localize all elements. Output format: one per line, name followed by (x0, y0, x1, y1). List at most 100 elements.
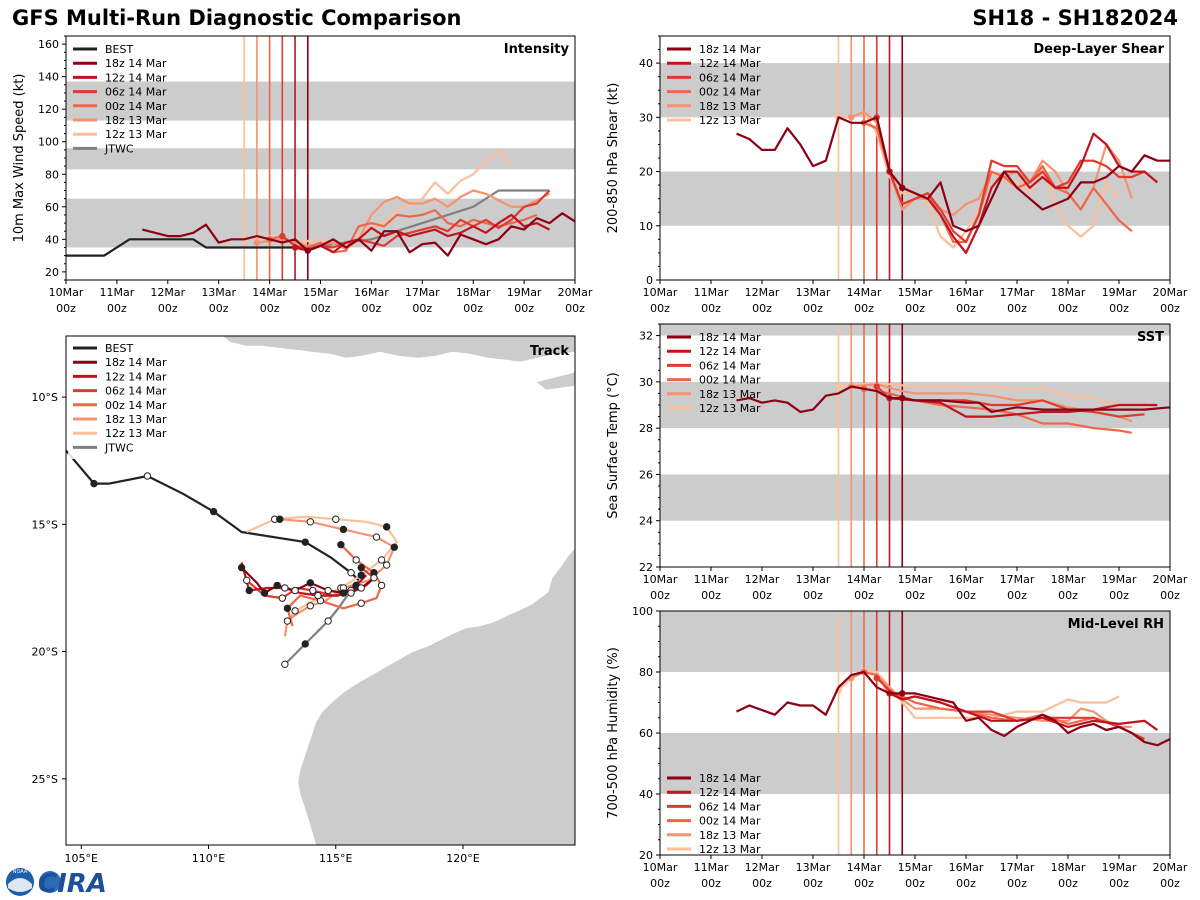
shear-legend-label: 12z 14 Mar (699, 57, 761, 70)
sst-threshold-band (660, 474, 1170, 521)
sst-xtick-label: 15Mar 00z (898, 573, 933, 602)
sst-legend-label: 12z 14 Mar (699, 345, 761, 358)
track-point (237, 563, 246, 572)
track-point (306, 579, 315, 587)
land-mass (297, 547, 575, 845)
sst-xtick-label: 19Mar 00z (1102, 573, 1137, 602)
shear-ytick-label: 30 (639, 111, 653, 124)
track-xtick-label: 105°E (65, 852, 98, 865)
cira-logo: NOAA CIRA (6, 868, 107, 899)
intensity-ylabel: 10m Max Wind Speed (kt) (12, 74, 27, 243)
track-point (306, 518, 315, 526)
rh-xtick-label: 12Mar 00z (745, 861, 780, 890)
shear-legend-label: 12z 13 Mar (699, 114, 761, 127)
sst-xtick-label: 11Mar 00z (694, 573, 729, 602)
noaa-wave-icon (8, 878, 32, 892)
intensity-series-line (294, 213, 551, 254)
shear-ytick-label: 20 (639, 166, 653, 179)
track-point (372, 533, 381, 541)
intensity-legend-label: 12z 13 Mar (105, 128, 167, 141)
shear-legend-label: 00z 14 Mar (699, 86, 761, 99)
track-point (352, 556, 360, 564)
sst-ylabel: Sea Surface Temp (°C) (606, 372, 621, 519)
shear-legend-label: 18z 14 Mar (699, 43, 761, 56)
track-legend-label: 06z 14 Mar (105, 385, 167, 398)
shear-ytick-label: 0 (646, 274, 653, 287)
track-point (390, 543, 399, 551)
intensity-xtick-label: 18Mar 00z (456, 286, 491, 315)
rh-xtick-label: 14Mar 00z (847, 861, 882, 890)
rh-xtick-label: 10Mar 00z (643, 861, 678, 890)
sst-init-point (835, 383, 842, 390)
track-point (301, 640, 309, 648)
shear-xtick-label: 17Mar 00z (1000, 286, 1035, 315)
track-panel (66, 336, 575, 845)
intensity-panel (66, 36, 575, 280)
intensity-init-point (253, 239, 261, 246)
track-ytick-label: 10°S (32, 391, 58, 404)
intensity-xtick-label: 10Mar 00z (49, 286, 84, 315)
rh-series-line (889, 692, 1158, 731)
intensity-legend-label: 00z 14 Mar (105, 100, 167, 113)
sst-xtick-label: 14Mar 00z (847, 573, 882, 602)
rh-xtick-label: 18Mar 00z (1051, 861, 1086, 890)
rh-ytick-label: 100 (632, 605, 653, 618)
intensity-series-line (256, 189, 551, 251)
rh-legend-label: 18z 14 Mar (699, 772, 761, 785)
shear-series-line (838, 110, 1120, 249)
shear-xtick-label: 15Mar 00z (898, 286, 933, 315)
track-point (370, 574, 378, 582)
sst-legend-label: 00z 14 Mar (699, 374, 761, 387)
rh-legend-label: 12z 14 Mar (699, 786, 761, 799)
sst-init-point (873, 383, 880, 390)
rh-xtick-label: 17Mar 00z (1000, 861, 1035, 890)
track-point (324, 617, 332, 625)
track-point (339, 589, 348, 597)
intensity-threshold-band (66, 148, 575, 170)
track-point (382, 561, 391, 569)
track-legend-label: 00z 14 Mar (105, 399, 167, 412)
shear-series-line (888, 132, 1159, 254)
rh-xtick-label: 13Mar 00z (796, 861, 831, 890)
shear-xtick-label: 13Mar 00z (796, 286, 831, 315)
shear-ylabel: 200-850 hPa Shear (kt) (606, 83, 621, 234)
track-point (357, 599, 365, 607)
rh-legend-label: 00z 14 Mar (699, 815, 761, 828)
shear-ytick-label: 10 (639, 220, 653, 233)
track-point (377, 581, 386, 590)
intensity-threshold-band (66, 81, 575, 121)
track-point (314, 591, 322, 600)
track-point (245, 586, 253, 595)
intensity-ytick-label: 100 (38, 136, 59, 149)
intensity-legend-label: 18z 14 Mar (105, 57, 167, 70)
intensity-ytick-label: 80 (45, 168, 59, 181)
intensity-init-point (279, 232, 286, 240)
track-point (339, 525, 348, 534)
track-point (283, 604, 292, 613)
track-point (278, 594, 287, 602)
intensity-xtick-label: 12Mar 00z (150, 286, 185, 315)
track-legend-label: BEST (105, 342, 133, 355)
shear-threshold-band (660, 63, 1170, 118)
sst-xtick-label: 18Mar 00z (1051, 573, 1086, 602)
rh-ytick-label: 60 (639, 727, 653, 740)
sst-threshold-band (660, 324, 1170, 336)
track-legend-label: JTWC (104, 441, 134, 454)
track-legend-label: 12z 14 Mar (105, 370, 167, 383)
rh-legend-label: 12z 13 Mar (699, 843, 761, 856)
intensity-ytick-label: 120 (38, 103, 59, 116)
intensity-xtick-label: 11Mar 00z (100, 286, 135, 315)
shear-series-line (736, 116, 1170, 233)
track-point (260, 589, 269, 597)
rh-series-line (837, 667, 1120, 719)
sst-title: SST (1137, 330, 1164, 345)
intensity-xtick-label: 19Mar 00z (507, 286, 542, 315)
sst-ytick-label: 26 (639, 468, 653, 481)
track-frame (65, 335, 576, 846)
track-legend-label: 18z 13 Mar (105, 413, 167, 426)
track-point (382, 523, 391, 531)
rh-series-line (736, 670, 1170, 747)
